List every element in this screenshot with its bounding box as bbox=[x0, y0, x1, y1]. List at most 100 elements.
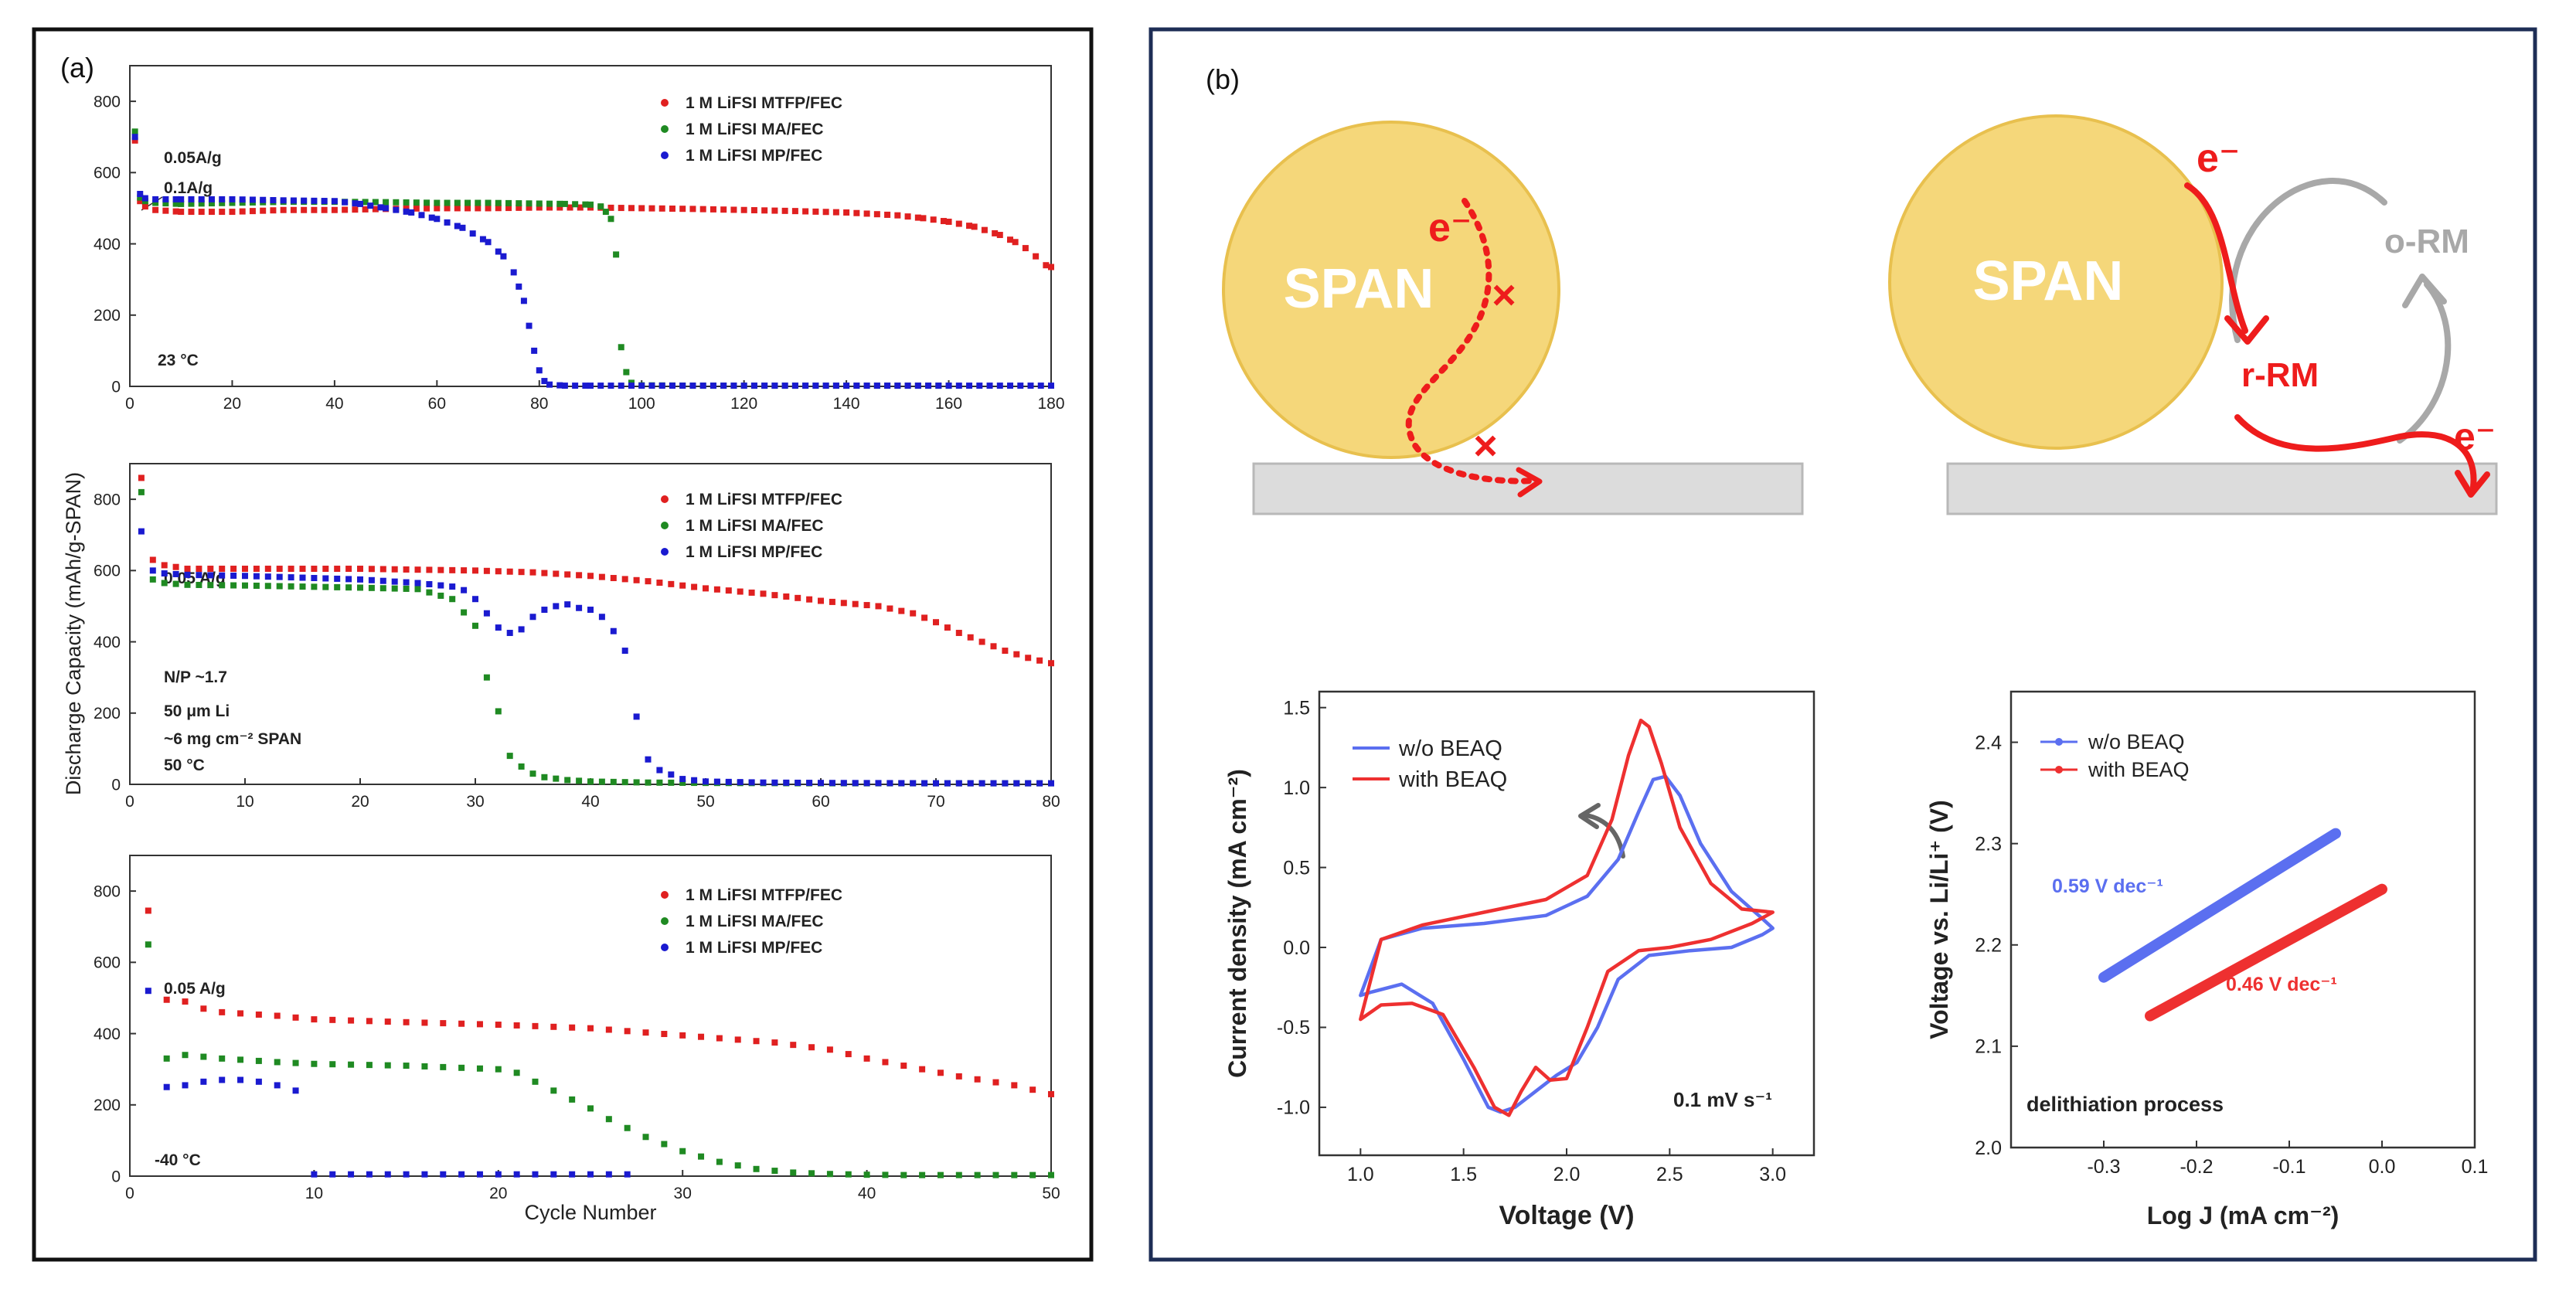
data-point-1-m-lifsi-mtfp-fec bbox=[843, 209, 850, 216]
data-point-1-m-lifsi-mp-fec bbox=[454, 223, 461, 230]
data-point-1-m-lifsi-mtfp-fec bbox=[219, 209, 226, 216]
data-point-1-m-lifsi-mp-fec bbox=[561, 383, 568, 389]
data-point-1-m-lifsi-mtfp-fec bbox=[472, 567, 478, 574]
data-point-1-m-lifsi-mtfp-fec bbox=[863, 1055, 870, 1062]
data-point-1-m-lifsi-ma-fec bbox=[329, 1061, 336, 1068]
data-point-1-m-lifsi-ma-fec bbox=[716, 1158, 723, 1165]
data-point-1-m-lifsi-mp-fec bbox=[270, 197, 277, 204]
data-point-1-m-lifsi-mtfp-fec bbox=[440, 1020, 447, 1027]
data-point-1-m-lifsi-ma-fec bbox=[485, 199, 492, 206]
data-point-1-m-lifsi-mtfp-fec bbox=[598, 573, 605, 580]
data-point-1-m-lifsi-ma-fec bbox=[597, 203, 604, 210]
data-point-1-m-lifsi-mp-fec bbox=[141, 195, 148, 202]
data-point-1-m-lifsi-mp-fec bbox=[391, 578, 398, 585]
data-point-1-m-lifsi-mp-fec bbox=[852, 780, 859, 787]
data-point-1-m-lifsi-mp-fec bbox=[933, 780, 939, 787]
data-point-1-m-lifsi-mp-fec bbox=[321, 198, 328, 205]
data-point-1-m-lifsi-mp-fec bbox=[1013, 780, 1020, 787]
x-tick-label: 70 bbox=[927, 793, 944, 811]
data-point-1-m-lifsi-ma-fec bbox=[461, 609, 468, 616]
data-point-1-m-lifsi-mtfp-fec bbox=[454, 205, 461, 212]
schematic-with-rm: SPAN e⁻ r-RM o-RM e⁻ bbox=[1888, 114, 2498, 515]
data-point-1-m-lifsi-mp-fec bbox=[1002, 780, 1009, 787]
data-point-1-m-lifsi-mtfp-fec bbox=[229, 209, 236, 216]
data-point-1-m-lifsi-mtfp-fec bbox=[152, 206, 159, 213]
data-point-1-m-lifsi-mp-fec bbox=[832, 383, 839, 389]
data-point-1-m-lifsi-mp-fec bbox=[587, 383, 594, 389]
data-point-1-m-lifsi-mtfp-fec bbox=[182, 998, 189, 1005]
data-point-1-m-lifsi-mtfp-fec bbox=[495, 568, 502, 575]
data-point-1-m-lifsi-mtfp-fec bbox=[748, 589, 755, 596]
data-point-1-m-lifsi-mtfp-fec bbox=[904, 213, 911, 220]
data-point-1-m-lifsi-mtfp-fec bbox=[280, 206, 287, 213]
data-point-1-m-lifsi-mp-fec bbox=[976, 383, 983, 389]
data-point-1-m-lifsi-mtfp-fec bbox=[357, 566, 363, 573]
data-point-1-m-lifsi-mtfp-fec bbox=[288, 566, 294, 573]
data-point-1-m-lifsi-mp-fec bbox=[403, 1171, 410, 1178]
data-point-1-m-lifsi-mp-fec bbox=[383, 205, 390, 212]
data-point-1-m-lifsi-mp-fec bbox=[513, 1171, 520, 1178]
annotation-rate: 0.05 A/g bbox=[164, 980, 226, 998]
data-point-1-m-lifsi-mp-fec bbox=[843, 383, 850, 389]
data-point-1-m-lifsi-ma-fec bbox=[610, 778, 617, 785]
electron-out-label: e⁻ bbox=[2454, 415, 2496, 458]
data-point-1-m-lifsi-mtfp-fec bbox=[873, 211, 880, 218]
data-point-1-m-lifsi-ma-fec bbox=[403, 585, 410, 592]
data-point-1-m-lifsi-ma-fec bbox=[274, 1059, 281, 1066]
data-point-1-m-lifsi-mtfp-fec bbox=[940, 218, 947, 225]
x-tick-label: 60 bbox=[428, 395, 446, 413]
data-point-1-m-lifsi-ma-fec bbox=[239, 199, 246, 206]
data-point-1-m-lifsi-mtfp-fec bbox=[274, 1012, 281, 1019]
data-point-1-m-lifsi-mp-fec bbox=[219, 1076, 226, 1083]
y-tick-label: 0.0 bbox=[1283, 937, 1310, 959]
data-point-1-m-lifsi-mtfp-fec bbox=[790, 1042, 797, 1049]
data-point-1-m-lifsi-mtfp-fec bbox=[1025, 655, 1032, 661]
data-point-1-m-lifsi-mtfp-fec bbox=[703, 585, 709, 592]
y-tick-label: 2.3 bbox=[1975, 833, 2002, 855]
data-point-1-m-lifsi-mp-fec bbox=[648, 383, 655, 389]
data-point-1-m-lifsi-mtfp-fec bbox=[795, 594, 801, 601]
data-point-1-m-lifsi-mtfp-fec bbox=[638, 205, 645, 212]
electron-path-left bbox=[1405, 198, 1537, 485]
data-point-1-m-lifsi-mtfp-fec bbox=[334, 566, 341, 573]
data-point-1-m-lifsi-mp-fec bbox=[795, 779, 801, 786]
data-point-1-m-lifsi-mtfp-fec bbox=[384, 1018, 391, 1025]
data-point-1-m-lifsi-mp-fec bbox=[978, 780, 985, 787]
data-point-1-m-lifsi-mtfp-fec bbox=[207, 566, 214, 573]
data-point-1-m-lifsi-ma-fec bbox=[569, 1096, 576, 1103]
data-point-1-m-lifsi-mtfp-fec bbox=[546, 204, 553, 211]
data-point-1-m-lifsi-ma-fec bbox=[561, 200, 568, 207]
y-tick-label: 2.1 bbox=[1975, 1036, 2002, 1058]
data-point-1-m-lifsi-mp-fec bbox=[546, 381, 553, 388]
data-point-1-m-lifsi-ma-fec bbox=[919, 1171, 926, 1178]
data-point-1-m-lifsi-ma-fec bbox=[564, 777, 571, 784]
data-point-1-m-lifsi-mp-fec bbox=[145, 988, 151, 995]
data-point-1-m-lifsi-mtfp-fec bbox=[362, 206, 369, 213]
data-point-1-m-lifsi-ma-fec bbox=[529, 770, 536, 777]
data-point-1-m-lifsi-ma-fec bbox=[276, 583, 283, 590]
data-point-1-m-lifsi-mtfp-fec bbox=[974, 1076, 981, 1083]
data-point-1-m-lifsi-mp-fec bbox=[587, 607, 594, 614]
data-point-1-m-lifsi-ma-fec bbox=[172, 580, 179, 587]
data-point-1-m-lifsi-mp-fec bbox=[178, 196, 185, 202]
data-point-1-m-lifsi-mp-fec bbox=[556, 382, 563, 389]
data-point-1-m-lifsi-mp-fec bbox=[196, 572, 202, 579]
chart-cv-legend: w/o BEAQ with BEAQ bbox=[1353, 736, 1507, 792]
data-point-1-m-lifsi-mp-fec bbox=[812, 383, 819, 389]
data-point-1-m-lifsi-mtfp-fec bbox=[808, 1044, 815, 1051]
data-point-1-m-lifsi-ma-fec bbox=[495, 1066, 502, 1073]
data-point-1-m-lifsi-ma-fec bbox=[253, 582, 260, 589]
data-point-1-m-lifsi-mtfp-fec bbox=[737, 588, 744, 595]
data-point-1-m-lifsi-mp-fec bbox=[518, 626, 525, 633]
y-tick-label: 0 bbox=[111, 776, 121, 794]
data-point-1-m-lifsi-ma-fec bbox=[414, 586, 421, 593]
data-point-1-m-lifsi-mtfp-fec bbox=[379, 566, 386, 573]
data-point-1-m-lifsi-mtfp-fec bbox=[624, 1028, 631, 1035]
data-point-1-m-lifsi-mtfp-fec bbox=[992, 230, 999, 236]
data-point-1-m-lifsi-mtfp-fec bbox=[495, 205, 502, 212]
data-point-1-m-lifsi-mp-fec bbox=[172, 196, 179, 202]
data-point-1-m-lifsi-ma-fec bbox=[661, 1141, 668, 1148]
data-point-1-m-lifsi-mtfp-fec bbox=[996, 232, 1003, 239]
data-point-1-m-lifsi-mtfp-fec bbox=[414, 566, 421, 573]
data-point-1-m-lifsi-mtfp-fec bbox=[348, 1017, 355, 1024]
